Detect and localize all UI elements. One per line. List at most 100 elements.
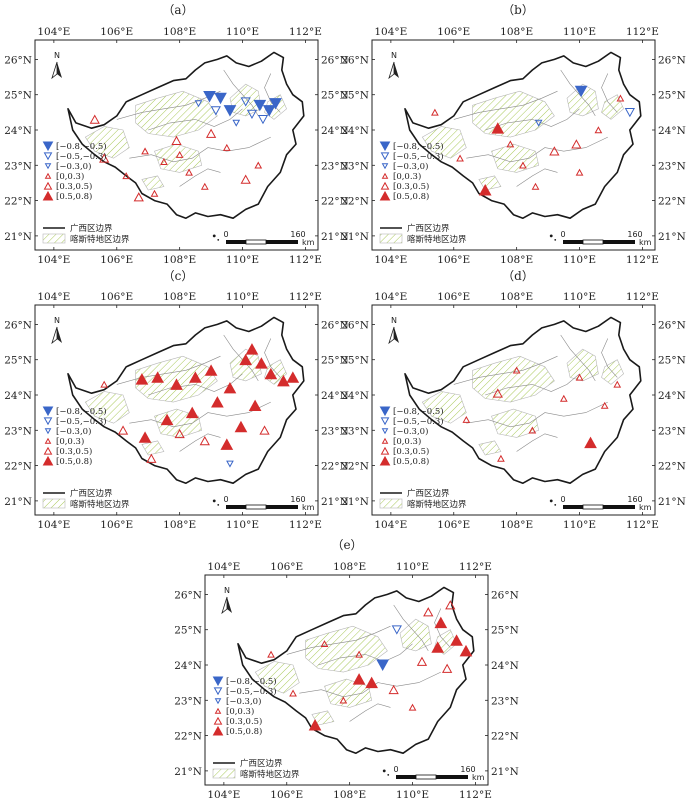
north-arrow bbox=[394, 62, 399, 78]
legend-label: [−0.3,0) bbox=[393, 426, 428, 437]
karst-area bbox=[491, 408, 540, 438]
station-marker bbox=[277, 374, 290, 387]
legend-label: [−0.8,−0.5) bbox=[393, 406, 444, 417]
legend-label: [0,0.3) bbox=[56, 436, 84, 447]
lon-tick-label-bottom: 112°E bbox=[626, 254, 659, 266]
station-marker bbox=[246, 109, 258, 120]
lat-tick-label-left: 26°N bbox=[4, 319, 32, 331]
legend-label: [−0.5,−0.3) bbox=[393, 416, 444, 427]
station-marker bbox=[531, 182, 540, 190]
karst-area bbox=[421, 126, 467, 159]
scale-value-label: 160 bbox=[460, 765, 475, 774]
legend-label: [0.3,0.5) bbox=[393, 181, 429, 192]
lat-tick-label-left: 24°N bbox=[174, 660, 202, 672]
station-marker bbox=[199, 435, 210, 446]
north-arrow bbox=[227, 597, 232, 613]
legend-label: [−0.3,0) bbox=[56, 426, 91, 437]
north-arrow bbox=[51, 326, 58, 345]
lon-tick-label-top: 104°E bbox=[37, 26, 70, 38]
lon-tick-label-bottom: 108°E bbox=[333, 789, 366, 801]
station-marker bbox=[194, 100, 203, 108]
station-marker bbox=[339, 696, 348, 704]
lon-tick-label-top: 112°E bbox=[626, 291, 659, 303]
map-panel-c: （c） 104°E 104°E 106°E 106°E 108°E 108°E 110°E 11… bbox=[4, 269, 349, 531]
legend-symbol bbox=[381, 172, 389, 179]
legend-symbol bbox=[379, 406, 391, 417]
lat-tick-label-left: 25°N bbox=[341, 90, 369, 102]
river-line bbox=[349, 703, 391, 722]
lon-tick-label-bottom: 106°E bbox=[270, 789, 303, 801]
lon-tick-label-top: 104°E bbox=[37, 291, 70, 303]
lat-tick-label-right: 25°N bbox=[321, 355, 349, 367]
lat-tick-label-right: 22°N bbox=[491, 731, 519, 743]
island-dot bbox=[554, 238, 557, 241]
legend-boundary-label: 广西区边界 bbox=[407, 223, 450, 234]
scale-unit-label: km bbox=[472, 773, 485, 782]
river-line bbox=[601, 73, 618, 113]
legend-label: [0.5,0.8) bbox=[393, 191, 429, 202]
station-marker bbox=[240, 97, 251, 107]
lon-tick-label-bottom: 108°E bbox=[500, 519, 533, 531]
guangxi-boundary bbox=[67, 51, 305, 219]
panel-label: （a） bbox=[162, 3, 193, 17]
lon-tick-label-bottom: 106°E bbox=[100, 254, 133, 266]
legend-karst-label: 喀斯特地区边界 bbox=[240, 769, 300, 780]
legend-karst-swatch bbox=[379, 498, 403, 509]
island-dot bbox=[549, 234, 553, 238]
river-line bbox=[560, 69, 596, 117]
station-marker bbox=[506, 140, 515, 148]
lat-tick-label-right: 26°N bbox=[658, 54, 686, 66]
station-marker bbox=[223, 381, 237, 394]
station-marker bbox=[431, 108, 439, 116]
legend-symbol bbox=[44, 428, 52, 435]
legend-symbol bbox=[213, 687, 223, 696]
scale-bar-segment bbox=[603, 505, 635, 509]
lat-tick-label-right: 24°N bbox=[491, 660, 519, 672]
station-marker bbox=[239, 353, 253, 366]
legend-symbol bbox=[381, 163, 389, 170]
station-marker bbox=[456, 154, 464, 162]
legend-karst-swatch bbox=[42, 498, 66, 509]
lon-tick-label-bottom: 112°E bbox=[289, 254, 322, 266]
scale-value-label: 160 bbox=[627, 495, 642, 504]
lat-tick-label-right: 23°N bbox=[658, 425, 686, 437]
scale-zero-label: 0 bbox=[393, 765, 398, 774]
karst-area bbox=[84, 391, 130, 424]
lat-tick-label-left: 23°N bbox=[4, 425, 32, 437]
legend-symbol bbox=[214, 707, 222, 714]
lat-tick-label-right: 23°N bbox=[658, 160, 686, 172]
station-marker bbox=[253, 99, 267, 112]
legend-symbol bbox=[380, 181, 390, 190]
karst-area bbox=[84, 126, 130, 159]
legend-symbol bbox=[43, 446, 53, 455]
legend-label: [−0.5,−0.3) bbox=[226, 686, 277, 697]
station-marker bbox=[600, 401, 609, 409]
scale-unit-label: km bbox=[639, 503, 652, 512]
karst-area bbox=[141, 175, 165, 191]
lon-tick-label-bottom: 110°E bbox=[563, 519, 596, 531]
station-marker bbox=[203, 91, 216, 103]
lon-tick-label-bottom: 112°E bbox=[626, 519, 659, 531]
station-marker bbox=[441, 663, 453, 673]
legend-label: [0,0.3) bbox=[393, 171, 421, 182]
river-line bbox=[286, 625, 391, 655]
north-arrow bbox=[57, 327, 62, 343]
station-marker bbox=[391, 625, 402, 635]
river-line bbox=[485, 108, 580, 131]
scale-zero-label: 0 bbox=[560, 230, 565, 239]
lat-tick-label-left: 22°N bbox=[341, 461, 369, 473]
station-marker bbox=[211, 396, 224, 408]
guangxi-boundary bbox=[404, 316, 642, 484]
karst-area bbox=[472, 355, 555, 403]
legend-symbol bbox=[44, 163, 52, 170]
station-marker bbox=[416, 656, 428, 666]
legend-symbol bbox=[214, 698, 222, 705]
station-marker bbox=[185, 168, 193, 176]
lat-tick-label-right: 23°N bbox=[321, 425, 349, 437]
north-arrow-label: N bbox=[54, 51, 60, 60]
lat-tick-label-right: 21°N bbox=[321, 231, 349, 243]
legend-label: [0.5,0.8) bbox=[393, 456, 429, 467]
karst-area bbox=[305, 625, 388, 673]
lat-tick-label-right: 22°N bbox=[658, 196, 686, 208]
legend-symbol bbox=[43, 152, 53, 161]
